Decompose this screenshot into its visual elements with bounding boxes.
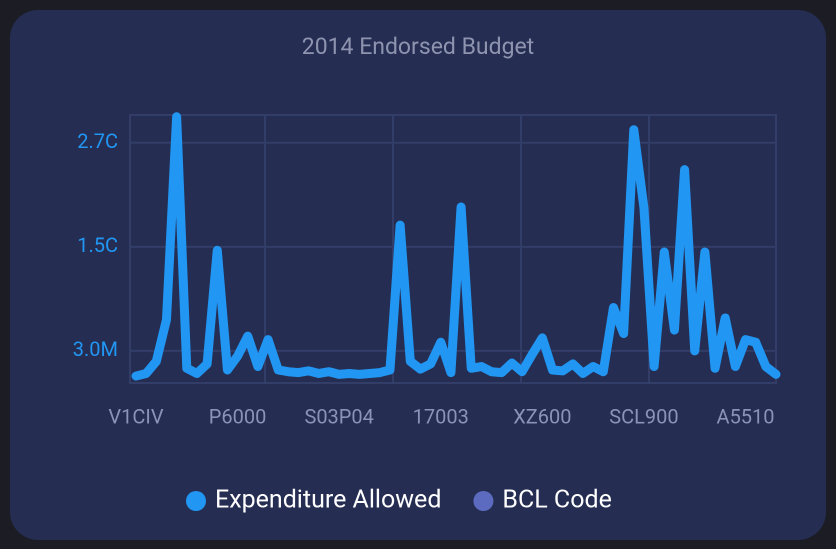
legend-swatch (186, 491, 206, 511)
legend-label: Expenditure Allowed (215, 486, 441, 515)
legend-swatch (473, 491, 494, 511)
x-tick-label: XZ600 (513, 404, 571, 428)
chart-title: 2014 Endorsed Budget (302, 33, 534, 60)
x-tick-label: 17003 (413, 404, 469, 428)
x-tick-label: S03P04 (304, 404, 373, 428)
x-tick-label: A5510 (717, 404, 775, 428)
x-tick-label: V1CIV (108, 404, 163, 428)
x-tick-label: SCL900 (609, 404, 678, 428)
y-tick-label: 1.5C (77, 233, 118, 257)
data-line (131, 112, 781, 381)
legend-label: BCL Code (502, 486, 611, 515)
y-tick-label: 3.0M (73, 337, 118, 361)
plot-border (129, 114, 777, 384)
plot-frame (129, 114, 777, 384)
y-tick-label: 2.7C (77, 129, 118, 153)
x-tick-label: P6000 (209, 404, 267, 428)
